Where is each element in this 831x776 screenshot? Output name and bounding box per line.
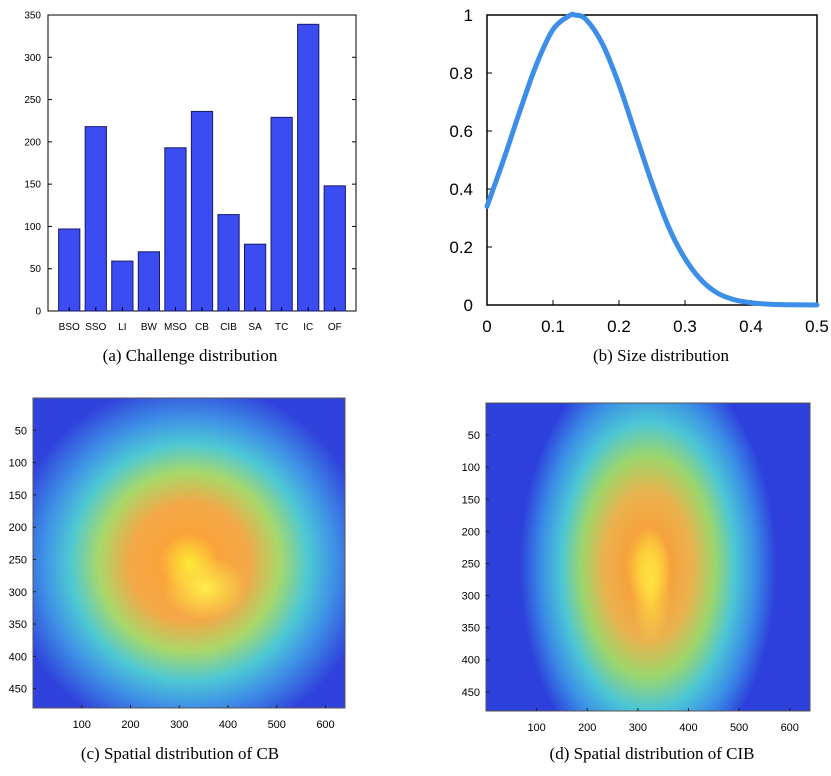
heatmap-x-tick-label: 100 bbox=[73, 719, 91, 731]
bar-cib bbox=[217, 214, 240, 312]
bar-x-tick-label: SSO bbox=[85, 322, 106, 333]
line-chart-axes-box bbox=[486, 14, 818, 306]
heatmap-y-tick-label: 150 bbox=[462, 494, 480, 506]
line-x-tick-label: 0.4 bbox=[739, 317, 763, 336]
heatmap-y-tick-label: 350 bbox=[462, 623, 480, 635]
heatmap-x-tick-label: 500 bbox=[268, 719, 286, 731]
bar-bso bbox=[58, 228, 81, 312]
heatmap-cib-hotspot bbox=[631, 525, 671, 645]
heatmap-y-tick-label: 150 bbox=[9, 490, 27, 502]
bar-chart-x-ticks: BSO SSO LI BW MSO CB CIB SA TC IC OF bbox=[59, 307, 342, 333]
line-y-tick-label: 0.4 bbox=[449, 180, 473, 199]
heatmap-cb-x-ticks: 100 200 300 400 500 600 bbox=[73, 705, 335, 731]
heatmap-x-tick-label: 400 bbox=[679, 722, 697, 734]
bar-x-tick-label: TC bbox=[275, 322, 288, 333]
heatmap-y-tick-label: 200 bbox=[9, 522, 27, 534]
heatmap-x-tick-label: 300 bbox=[170, 719, 188, 731]
heatmap-y-tick-label: 50 bbox=[468, 430, 480, 442]
bar-of bbox=[323, 185, 346, 312]
heatmap-x-tick-label: 600 bbox=[316, 719, 334, 731]
heatmap-cib-caption: (d) Spatial distribution of CIB bbox=[550, 744, 755, 763]
heatmap-y-tick-label: 400 bbox=[9, 651, 27, 663]
line-chart-x-ticks: 0 0.1 0.2 0.3 0.4 0.5 bbox=[482, 300, 829, 336]
heatmap-cb-hotspot bbox=[163, 556, 247, 620]
heatmap-x-tick-label: 400 bbox=[219, 719, 237, 731]
line-x-tick-label: 0.2 bbox=[607, 317, 631, 336]
bar-y-tick-label: 150 bbox=[24, 180, 41, 191]
bar-li bbox=[111, 260, 134, 312]
heatmap-y-tick-label: 400 bbox=[462, 655, 480, 667]
bar-x-tick-label: BW bbox=[141, 322, 158, 333]
line-chart-caption: (b) Size distribution bbox=[593, 346, 729, 365]
heatmap-y-tick-label: 50 bbox=[15, 425, 27, 437]
bar-x-tick-label: IC bbox=[303, 322, 313, 333]
bar-x-tick-label: CB bbox=[195, 322, 209, 333]
bar-bw bbox=[137, 251, 161, 312]
heatmap-x-tick-label: 100 bbox=[527, 722, 545, 734]
heatmap-cib-x-ticks: 100 200 300 400 500 600 bbox=[527, 708, 799, 734]
line-y-tick-label: 1 bbox=[464, 6, 473, 25]
line-y-tick-label: 0 bbox=[464, 296, 473, 315]
bar-y-tick-label: 100 bbox=[24, 222, 41, 233]
heatmap-y-tick-label: 200 bbox=[462, 526, 480, 538]
heatmap-x-tick-label: 600 bbox=[781, 722, 799, 734]
heatmap-x-tick-label: 300 bbox=[629, 722, 647, 734]
line-x-tick-label: 0.1 bbox=[541, 317, 565, 336]
line-x-tick-label: 0.3 bbox=[673, 317, 697, 336]
bar-x-tick-label: CIB bbox=[220, 322, 237, 333]
line-y-tick-label: 0.6 bbox=[449, 122, 473, 141]
heatmap-cb-axes-box bbox=[32, 397, 346, 709]
heatmap-cb-caption: (c) Spatial distribution of CB bbox=[81, 744, 279, 763]
heatmap-y-tick-label: 450 bbox=[462, 687, 480, 699]
line-x-tick-label: 0 bbox=[482, 317, 491, 336]
heatmap-cib-y-ticks: 50 100 150 200 250 300 350 400 450 bbox=[462, 430, 489, 699]
line-chart-y-ticks: 0 0.2 0.4 0.6 0.8 1 bbox=[449, 6, 492, 315]
bar-x-tick-label: LI bbox=[118, 322, 126, 333]
bar-x-tick-label: OF bbox=[328, 322, 342, 333]
line-y-tick-label: 0.2 bbox=[449, 238, 473, 257]
heatmap-x-tick-label: 200 bbox=[578, 722, 596, 734]
heatmap-x-tick-label: 200 bbox=[121, 719, 139, 731]
heatmap-y-tick-label: 100 bbox=[9, 458, 27, 470]
bar-x-tick-label: SA bbox=[248, 322, 262, 333]
bar-x-tick-label: BSO bbox=[59, 322, 80, 333]
bar-ic bbox=[297, 23, 320, 312]
heatmap-y-tick-label: 350 bbox=[9, 619, 27, 631]
bar-y-tick-label: 50 bbox=[30, 264, 42, 275]
bar-x-tick-label: MSO bbox=[164, 322, 187, 333]
heatmap-cb-y-ticks: 50 100 150 200 250 300 350 400 450 bbox=[9, 425, 36, 696]
bar-tc bbox=[270, 116, 293, 312]
bar-y-tick-label: 0 bbox=[35, 307, 41, 318]
bar-chart-panel: 0 50 100 150 200 250 300 350 BSO SSO LI BW MSO CB CIB… bbox=[24, 11, 357, 365]
heatmap-y-tick-label: 250 bbox=[9, 554, 27, 566]
bar-cb bbox=[190, 110, 214, 312]
heatmap-cb-image bbox=[33, 398, 345, 708]
bar-chart-caption: (a) Challenge distribution bbox=[103, 346, 278, 365]
line-x-tick-label: 0.5 bbox=[805, 317, 829, 336]
heatmap-y-tick-label: 300 bbox=[462, 591, 480, 603]
heatmap-y-tick-label: 100 bbox=[462, 462, 480, 474]
heatmap-cib-axes-box bbox=[485, 402, 811, 712]
bar-y-tick-label: 250 bbox=[24, 95, 41, 106]
bar-y-tick-label: 300 bbox=[24, 53, 41, 64]
line-chart-panel: 0 0.2 0.4 0.6 0.8 1 0 0.1 0.2 0.3 0.4 0.5 (b) Size… bbox=[449, 6, 828, 365]
heatmap-y-tick-label: 250 bbox=[462, 558, 480, 570]
bar-sso bbox=[84, 126, 107, 312]
heatmap-y-tick-label: 450 bbox=[9, 684, 27, 696]
bar-chart-y-ticks: 0 50 100 150 200 250 300 350 bbox=[24, 11, 356, 318]
bar-y-tick-label: 200 bbox=[24, 137, 41, 148]
line-y-tick-label: 0.8 bbox=[449, 64, 473, 83]
bar-mso bbox=[164, 147, 187, 312]
bar-y-tick-label: 350 bbox=[24, 11, 41, 22]
heatmap-x-tick-label: 500 bbox=[730, 722, 748, 734]
size-distribution-line bbox=[484, 11, 820, 308]
bar-sa bbox=[243, 243, 267, 312]
heatmap-y-tick-label: 300 bbox=[9, 587, 27, 599]
